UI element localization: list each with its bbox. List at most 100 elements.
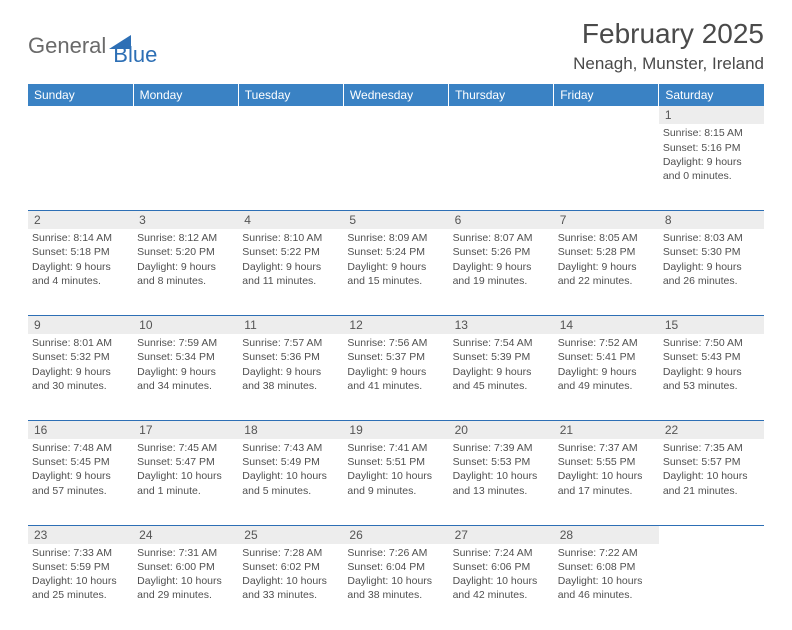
sunset-line: Sunset: 5:37 PM: [347, 350, 444, 364]
sunrise-line: Sunrise: 8:05 AM: [558, 231, 655, 245]
day-cell: [343, 124, 448, 210]
daylight-line: Daylight: 10 hours and 1 minute.: [137, 469, 234, 497]
daylight-line: Daylight: 9 hours and 49 minutes.: [558, 365, 655, 393]
day-cell: Sunrise: 8:05 AMSunset: 5:28 PMDaylight:…: [554, 229, 659, 315]
day-number-cell: 18: [238, 420, 343, 439]
daylight-line: Daylight: 10 hours and 17 minutes.: [558, 469, 655, 497]
day-cell: Sunrise: 7:37 AMSunset: 5:55 PMDaylight:…: [554, 439, 659, 525]
day-number-cell: 5: [343, 210, 448, 229]
sunrise-line: Sunrise: 7:26 AM: [347, 546, 444, 560]
daylight-line: Daylight: 9 hours and 19 minutes.: [453, 260, 550, 288]
sunrise-line: Sunrise: 8:03 AM: [663, 231, 760, 245]
daylight-line: Daylight: 9 hours and 22 minutes.: [558, 260, 655, 288]
sunset-line: Sunset: 5:41 PM: [558, 350, 655, 364]
calendar-table: SundayMondayTuesdayWednesdayThursdayFrid…: [28, 84, 764, 630]
sunrise-line: Sunrise: 7:37 AM: [558, 441, 655, 455]
day-number-cell: 11: [238, 315, 343, 334]
sunset-line: Sunset: 5:49 PM: [242, 455, 339, 469]
daylight-line: Daylight: 9 hours and 57 minutes.: [32, 469, 129, 497]
daylight-line: Daylight: 10 hours and 5 minutes.: [242, 469, 339, 497]
daylight-line: Daylight: 10 hours and 25 minutes.: [32, 574, 129, 602]
daylight-line: Daylight: 9 hours and 11 minutes.: [242, 260, 339, 288]
sunset-line: Sunset: 5:45 PM: [32, 455, 129, 469]
sunset-line: Sunset: 5:26 PM: [453, 245, 550, 259]
daylight-line: Daylight: 10 hours and 46 minutes.: [558, 574, 655, 602]
daylight-line: Daylight: 9 hours and 15 minutes.: [347, 260, 444, 288]
day-number-cell: 24: [133, 525, 238, 544]
day-number-cell: [449, 106, 554, 124]
day-content-row: Sunrise: 8:15 AMSunset: 5:16 PMDaylight:…: [28, 124, 764, 210]
day-number-cell: [28, 106, 133, 124]
day-cell: Sunrise: 7:50 AMSunset: 5:43 PMDaylight:…: [659, 334, 764, 420]
sunrise-line: Sunrise: 7:57 AM: [242, 336, 339, 350]
weekday-header: Wednesday: [343, 84, 448, 106]
day-cell: Sunrise: 7:45 AMSunset: 5:47 PMDaylight:…: [133, 439, 238, 525]
day-cell: [238, 124, 343, 210]
sunrise-line: Sunrise: 7:24 AM: [453, 546, 550, 560]
daylight-line: Daylight: 10 hours and 38 minutes.: [347, 574, 444, 602]
sunset-line: Sunset: 5:32 PM: [32, 350, 129, 364]
day-cell: Sunrise: 8:10 AMSunset: 5:22 PMDaylight:…: [238, 229, 343, 315]
sunset-line: Sunset: 5:36 PM: [242, 350, 339, 364]
day-number-row: 16171819202122: [28, 420, 764, 439]
day-cell: [133, 124, 238, 210]
day-number-cell: 1: [659, 106, 764, 124]
day-number-cell: [343, 106, 448, 124]
sunset-line: Sunset: 5:34 PM: [137, 350, 234, 364]
day-number-cell: [554, 106, 659, 124]
sunrise-line: Sunrise: 7:22 AM: [558, 546, 655, 560]
brand-part2: Blue: [113, 42, 157, 68]
daylight-line: Daylight: 10 hours and 9 minutes.: [347, 469, 444, 497]
sunset-line: Sunset: 6:00 PM: [137, 560, 234, 574]
daylight-line: Daylight: 9 hours and 0 minutes.: [663, 155, 760, 183]
month-title: February 2025: [573, 18, 764, 50]
daylight-line: Daylight: 9 hours and 38 minutes.: [242, 365, 339, 393]
day-content-row: Sunrise: 8:14 AMSunset: 5:18 PMDaylight:…: [28, 229, 764, 315]
daylight-line: Daylight: 10 hours and 13 minutes.: [453, 469, 550, 497]
day-cell: Sunrise: 7:43 AMSunset: 5:49 PMDaylight:…: [238, 439, 343, 525]
sunrise-line: Sunrise: 8:07 AM: [453, 231, 550, 245]
day-number-cell: 16: [28, 420, 133, 439]
day-cell: [659, 544, 764, 630]
daylight-line: Daylight: 9 hours and 41 minutes.: [347, 365, 444, 393]
day-number-cell: [659, 525, 764, 544]
day-cell: [554, 124, 659, 210]
day-number-cell: 2: [28, 210, 133, 229]
day-number-cell: [238, 106, 343, 124]
day-number-cell: 7: [554, 210, 659, 229]
daylight-line: Daylight: 9 hours and 26 minutes.: [663, 260, 760, 288]
sunset-line: Sunset: 5:22 PM: [242, 245, 339, 259]
day-cell: Sunrise: 7:33 AMSunset: 5:59 PMDaylight:…: [28, 544, 133, 630]
sunrise-line: Sunrise: 8:01 AM: [32, 336, 129, 350]
weekday-header: Sunday: [28, 84, 133, 106]
day-cell: [28, 124, 133, 210]
sunset-line: Sunset: 6:04 PM: [347, 560, 444, 574]
daylight-line: Daylight: 9 hours and 45 minutes.: [453, 365, 550, 393]
day-content-row: Sunrise: 7:48 AMSunset: 5:45 PMDaylight:…: [28, 439, 764, 525]
day-number-cell: 28: [554, 525, 659, 544]
day-content-row: Sunrise: 7:33 AMSunset: 5:59 PMDaylight:…: [28, 544, 764, 630]
sunset-line: Sunset: 5:18 PM: [32, 245, 129, 259]
day-number-cell: 9: [28, 315, 133, 334]
sunrise-line: Sunrise: 7:33 AM: [32, 546, 129, 560]
sunset-line: Sunset: 5:28 PM: [558, 245, 655, 259]
daylight-line: Daylight: 9 hours and 34 minutes.: [137, 365, 234, 393]
sunrise-line: Sunrise: 7:45 AM: [137, 441, 234, 455]
day-number-cell: 23: [28, 525, 133, 544]
sunrise-line: Sunrise: 7:39 AM: [453, 441, 550, 455]
sunrise-line: Sunrise: 7:52 AM: [558, 336, 655, 350]
sunrise-line: Sunrise: 7:31 AM: [137, 546, 234, 560]
sunrise-line: Sunrise: 7:35 AM: [663, 441, 760, 455]
day-number-cell: 22: [659, 420, 764, 439]
day-number-cell: 17: [133, 420, 238, 439]
day-number-cell: 8: [659, 210, 764, 229]
sunrise-line: Sunrise: 7:41 AM: [347, 441, 444, 455]
day-number-cell: 13: [449, 315, 554, 334]
daylight-line: Daylight: 10 hours and 33 minutes.: [242, 574, 339, 602]
daylight-line: Daylight: 10 hours and 29 minutes.: [137, 574, 234, 602]
sunset-line: Sunset: 5:39 PM: [453, 350, 550, 364]
day-cell: Sunrise: 8:12 AMSunset: 5:20 PMDaylight:…: [133, 229, 238, 315]
day-cell: Sunrise: 7:56 AMSunset: 5:37 PMDaylight:…: [343, 334, 448, 420]
day-cell: Sunrise: 7:52 AMSunset: 5:41 PMDaylight:…: [554, 334, 659, 420]
weekday-header: Friday: [554, 84, 659, 106]
